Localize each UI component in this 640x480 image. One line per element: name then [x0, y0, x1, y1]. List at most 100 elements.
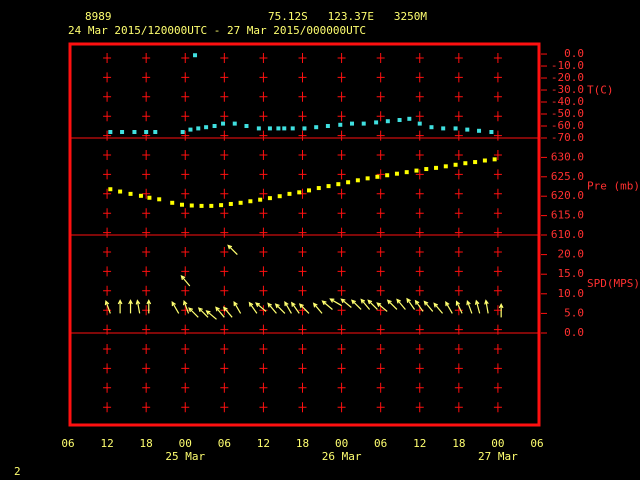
- y-tick-label: 615.0: [551, 209, 584, 222]
- wind-arrow: [104, 299, 111, 314]
- data-point: [209, 203, 214, 208]
- data-point: [473, 160, 478, 165]
- wind-arrow: [433, 302, 444, 314]
- data-point: [144, 130, 149, 135]
- data-point: [128, 191, 133, 196]
- data-point: [355, 178, 360, 183]
- data-point: [179, 202, 184, 207]
- page-number: 2: [14, 465, 21, 478]
- wind-arrow: [255, 302, 267, 312]
- wind-arrow: [340, 298, 352, 308]
- wind-arrow: [396, 298, 406, 310]
- data-point: [132, 130, 137, 135]
- data-point: [108, 187, 113, 192]
- grid-cross: [181, 53, 190, 413]
- wind-arrow: [406, 297, 416, 310]
- data-point: [465, 127, 470, 132]
- data-point: [394, 171, 399, 176]
- data-point: [338, 122, 343, 127]
- wind-arrow: [171, 300, 180, 314]
- grid-cross: [376, 53, 385, 413]
- wind-arrow: [233, 300, 242, 314]
- grid-cross: [415, 53, 424, 413]
- y-tick-label: -40.0: [551, 95, 584, 108]
- y-tick-label: 630.0: [551, 150, 584, 163]
- data-point: [157, 197, 162, 202]
- data-point: [404, 170, 409, 175]
- data-point: [282, 126, 287, 131]
- data-point: [482, 158, 487, 163]
- wind-arrow: [360, 298, 371, 310]
- wind-arrow: [445, 300, 453, 314]
- data-point: [248, 199, 253, 204]
- grid-cross: [103, 53, 112, 413]
- data-point: [441, 126, 446, 131]
- data-point: [297, 190, 302, 195]
- wind-arrow: [197, 307, 209, 318]
- data-point: [414, 168, 419, 173]
- data-point: [108, 130, 113, 135]
- y-tick-label: 20.0: [558, 248, 585, 261]
- data-point: [196, 126, 201, 131]
- grid-cross: [337, 53, 346, 413]
- data-point: [219, 203, 224, 208]
- y-tick-label: -30.0: [551, 83, 584, 96]
- wind-arrow: [312, 302, 323, 314]
- wind-arrow: [205, 310, 217, 320]
- x-tick-label: 00: [491, 437, 504, 450]
- data-point: [244, 124, 249, 129]
- y-tick-label: 0.0: [564, 326, 584, 339]
- y-tick-label: 0.0: [564, 47, 584, 60]
- y-tick-label: -10.0: [551, 59, 584, 72]
- data-point: [290, 126, 295, 131]
- date-label: 25 Mar: [165, 450, 205, 463]
- wind-arrow: [274, 303, 286, 314]
- date-label: 27 Mar: [478, 450, 518, 463]
- data-point: [307, 188, 312, 193]
- data-point: [385, 173, 390, 178]
- x-tick-label: 18: [296, 437, 309, 450]
- station-location: 75.12S 123.37E 3250M: [268, 10, 427, 23]
- grid-cross: [142, 53, 151, 413]
- time-period: 24 Mar 2015/120000UTC - 27 Mar 2015/0000…: [68, 24, 366, 37]
- wind-arrow: [248, 301, 258, 314]
- x-tick-label: 06: [218, 437, 231, 450]
- data-point: [276, 126, 281, 131]
- data-point: [147, 195, 152, 200]
- x-tick-label: 18: [140, 437, 153, 450]
- data-point: [256, 126, 261, 131]
- y-tick-label: -60.0: [551, 119, 584, 132]
- wind-arrow: [386, 299, 398, 310]
- wind-arrow: [117, 299, 123, 314]
- grid-cross: [259, 53, 268, 413]
- y-tick-label: 15.0: [558, 267, 585, 280]
- grid-cross: [220, 53, 229, 413]
- data-point: [193, 53, 198, 58]
- wind-arrow: [222, 306, 233, 318]
- data-point: [221, 121, 226, 126]
- wind-arrow: [146, 299, 152, 314]
- wind-arrow: [135, 299, 141, 314]
- data-point: [212, 124, 217, 129]
- wind-arrow: [180, 274, 191, 287]
- data-point: [434, 165, 439, 170]
- y-tick-label: -50.0: [551, 107, 584, 120]
- y-axis-label: T(C): [587, 84, 614, 97]
- y-tick-label: -70.0: [551, 131, 584, 144]
- wind-arrow: [455, 300, 463, 314]
- x-tick-label: 12: [257, 437, 270, 450]
- wind-arrow: [414, 299, 424, 312]
- wind-arrow: [215, 306, 225, 318]
- data-point: [326, 184, 331, 189]
- data-point: [170, 200, 175, 205]
- x-tick-label: 06: [374, 437, 387, 450]
- x-tick-label: 12: [100, 437, 113, 450]
- wind-arrow: [423, 300, 434, 312]
- grid-cross: [298, 53, 307, 413]
- wind-arrow: [267, 302, 277, 314]
- data-point: [477, 128, 482, 133]
- wind-arrow: [291, 301, 300, 314]
- data-point: [443, 164, 448, 169]
